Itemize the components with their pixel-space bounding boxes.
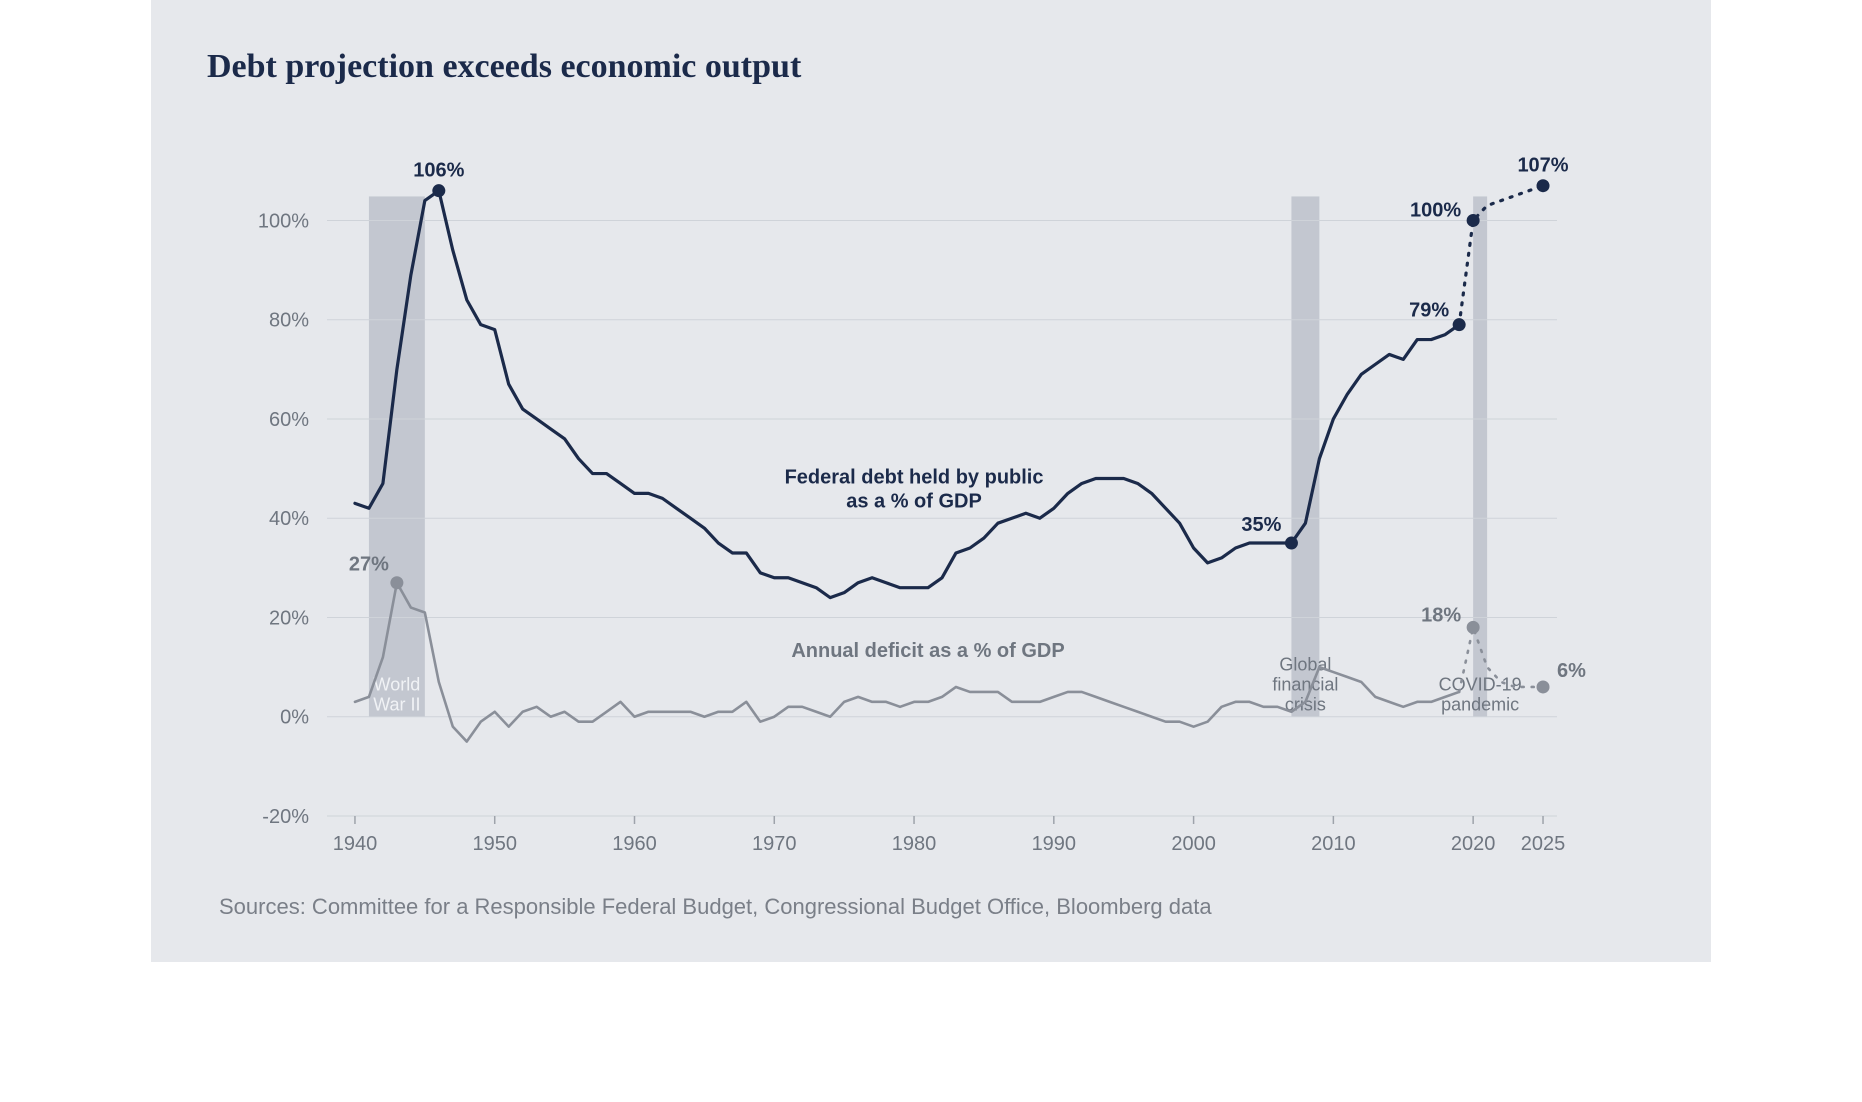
y-tick-label: 60% bbox=[269, 409, 309, 431]
x-tick-label: 2020 bbox=[1451, 833, 1496, 855]
x-tick-label: 2025 bbox=[1521, 833, 1566, 855]
x-tick-label: 2000 bbox=[1171, 833, 1216, 855]
series-debt-projection bbox=[1459, 186, 1543, 325]
y-tick-label: 40% bbox=[269, 508, 309, 530]
event-band-label: Globalfinancialcrisis bbox=[1272, 655, 1338, 715]
callout-label: 107% bbox=[1517, 155, 1568, 177]
x-tick-label: 1980 bbox=[892, 833, 937, 855]
y-tick-label: 0% bbox=[280, 707, 309, 729]
chart-card: Debt projection exceeds economic output … bbox=[151, 0, 1711, 962]
series-debt-marker bbox=[1467, 214, 1480, 227]
callout-label: 106% bbox=[413, 160, 464, 182]
sources-footnote: Sources: Committee for a Responsible Fed… bbox=[219, 894, 1667, 920]
x-tick-label: 1950 bbox=[472, 833, 517, 855]
series-deficit-label: Annual deficit as a % of GDP bbox=[791, 640, 1064, 662]
chart-title: Debt projection exceeds economic output bbox=[207, 48, 1655, 86]
y-tick-label: -20% bbox=[262, 806, 309, 828]
x-tick-label: 1990 bbox=[1032, 833, 1077, 855]
event-band-label: WorldWar II bbox=[373, 675, 420, 715]
series-debt-marker bbox=[1453, 318, 1466, 331]
event-band bbox=[1291, 196, 1319, 716]
series-debt-marker bbox=[432, 184, 445, 197]
event-band bbox=[1473, 196, 1487, 716]
y-tick-label: 20% bbox=[269, 607, 309, 629]
callout-label: 35% bbox=[1241, 514, 1281, 536]
callout-label: 18% bbox=[1421, 604, 1461, 626]
callout-label: 27% bbox=[349, 554, 389, 576]
callout-label: 6% bbox=[1557, 660, 1586, 682]
plot-area: -20% 0% 20% 40% 60% 80% 100% 1940 1950 1960 1970 19… bbox=[207, 96, 1655, 876]
callout-label: 79% bbox=[1409, 300, 1449, 322]
x-tick-label: 1940 bbox=[333, 833, 378, 855]
x-tick-label: 2010 bbox=[1311, 833, 1356, 855]
event-band bbox=[369, 196, 425, 716]
series-debt-label: Federal debt held by publicas a % of GDP bbox=[785, 466, 1044, 512]
callout-label: 100% bbox=[1410, 199, 1461, 221]
y-tick-label: 80% bbox=[269, 310, 309, 332]
series-debt-marker bbox=[1285, 537, 1298, 550]
series-deficit-marker bbox=[390, 576, 403, 589]
series-deficit-marker bbox=[1467, 621, 1480, 634]
x-tick-label: 1970 bbox=[752, 833, 797, 855]
x-tick-label: 1960 bbox=[612, 833, 657, 855]
series-deficit-marker bbox=[1537, 680, 1550, 693]
line-chart-svg: -20% 0% 20% 40% 60% 80% 100% 1940 1950 1960 1970 19… bbox=[207, 96, 1647, 876]
series-debt-marker bbox=[1537, 179, 1550, 192]
y-tick-label: 100% bbox=[258, 210, 309, 232]
